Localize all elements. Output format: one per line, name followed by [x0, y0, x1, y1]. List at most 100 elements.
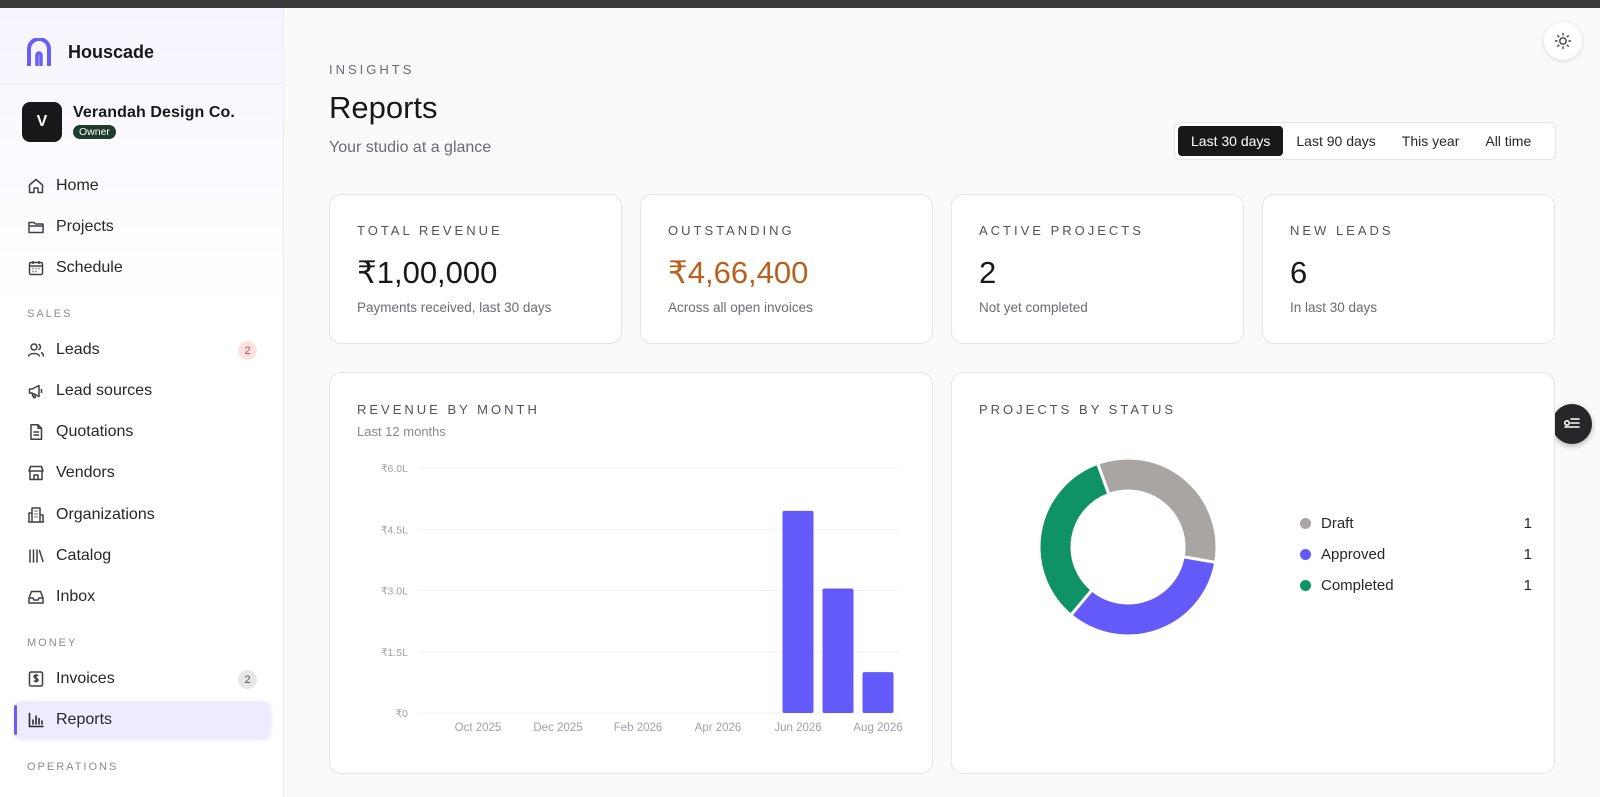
bar-aug-2026[interactable]: [862, 672, 894, 713]
sidebar-item-label: Reports: [56, 711, 113, 728]
kpi-value: 2: [979, 255, 997, 290]
legend-swatch: [1300, 548, 1311, 560]
sidebar-item-lead-sources[interactable]: Lead sources: [14, 372, 271, 410]
page-title: Reports: [329, 90, 438, 125]
sidebar-item-invoices[interactable]: Invoices 2: [14, 660, 271, 698]
date-range-selector: Last 30 days Last 90 days This year All …: [1174, 122, 1556, 160]
home-icon: [26, 176, 46, 196]
legend-swatch: [1300, 579, 1311, 591]
kpi-card-new-leads: NEW LEADS 6 In last 30 days: [1262, 194, 1555, 344]
section-label-operations: OPERATIONS: [27, 761, 119, 773]
y-tick-label: ₹3.0L: [381, 586, 408, 598]
panel-title: REVENUE BY MONTH: [357, 402, 540, 417]
megaphone-icon: [26, 381, 46, 401]
projects-by-status-panel: PROJECTS BY STATUS Draft 1 Approved 1 Comple…: [951, 372, 1555, 774]
sidebar-item-label: Inbox: [56, 588, 96, 605]
slice-draft[interactable]: [1095, 456, 1219, 565]
brand-name: Houscade: [68, 41, 155, 62]
sidebar-item-inbox[interactable]: Inbox: [14, 578, 271, 616]
sidebar-item-home[interactable]: Home: [14, 167, 271, 205]
section-label-sales: SALES: [27, 308, 73, 320]
kpi-note: Not yet completed: [979, 300, 1088, 315]
count-badge: 2: [238, 670, 257, 689]
sidebar-item-organizations[interactable]: Organizations: [14, 496, 271, 534]
sidebar-item-label: Quotations: [56, 423, 134, 440]
org-avatar: V: [22, 102, 62, 142]
window-top-bar: [0, 0, 1600, 8]
panel-subtitle: Last 12 months: [357, 424, 446, 439]
y-tick-label: ₹6.0L: [381, 463, 408, 475]
kpi-value: 6: [1290, 255, 1308, 290]
bar-jul-2026[interactable]: [822, 588, 854, 713]
theme-toggle-button[interactable]: [1544, 22, 1582, 60]
sun-icon: [1554, 32, 1572, 50]
page-eyebrow: INSIGHTS: [329, 62, 415, 77]
y-tick-label: ₹1.5L: [381, 647, 408, 659]
sidebar-item-label: Organizations: [56, 506, 155, 523]
kpi-card-outstanding: OUTSTANDING ₹4,66,400 Across all open in…: [640, 194, 933, 344]
range-option-last-30-days[interactable]: Last 30 days: [1178, 126, 1284, 156]
sidebar-item-label: Projects: [56, 218, 114, 235]
kpi-card-total-revenue: TOTAL REVENUE ₹1,00,000 Payments receive…: [329, 194, 622, 344]
revenue-bar-chart: ₹0 ₹1.5L ₹3.0L ₹4.5L ₹6.0L Oct 2025 Dec 2025 Fe…: [381, 463, 903, 734]
kpi-note: In last 30 days: [1290, 300, 1378, 315]
sidebar: Houscade V Verandah Design Co. Owner Hom…: [0, 8, 284, 797]
sidebar-item-leads[interactable]: Leads 2: [14, 331, 271, 369]
brand-logo-icon: [27, 38, 51, 66]
kpi-value: ₹4,66,400: [668, 255, 809, 290]
sidebar-item-label: Leads: [56, 341, 100, 358]
sidebar-item-schedule[interactable]: Schedule: [14, 249, 271, 287]
y-tick-label: ₹4.5L: [381, 524, 408, 536]
slice-completed[interactable]: [1037, 461, 1111, 618]
store-icon: [26, 463, 46, 483]
kpi-label: TOTAL REVENUE: [357, 223, 503, 238]
slice-approved[interactable]: [1068, 554, 1218, 638]
legend-item-approved[interactable]: Approved 1: [1300, 543, 1532, 565]
legend-label: Approved: [1321, 545, 1386, 563]
sidebar-item-quotations[interactable]: Quotations: [14, 413, 271, 451]
sidebar-item-label: Lead sources: [56, 382, 153, 399]
kpi-label: OUTSTANDING: [668, 223, 795, 238]
legend-label: Draft: [1321, 514, 1354, 532]
sidebar-item-label: Catalog: [56, 547, 112, 564]
range-option-all-time[interactable]: All time: [1485, 133, 1532, 149]
legend-count: 1: [1523, 545, 1532, 563]
section-label-money: MONEY: [27, 637, 78, 649]
count-badge: 2: [238, 341, 257, 360]
organization-switcher[interactable]: V Verandah Design Co. Owner: [22, 102, 235, 142]
panel-title: PROJECTS BY STATUS: [979, 402, 1177, 417]
x-tick-label: Dec 2025: [533, 722, 582, 734]
legend-item-draft[interactable]: Draft 1: [1300, 512, 1532, 534]
kpi-card-active-projects: ACTIVE PROJECTS 2 Not yet completed: [951, 194, 1244, 344]
sidebar-item-label: Schedule: [56, 259, 123, 276]
bar-jun-2026[interactable]: [782, 510, 814, 713]
legend-item-completed[interactable]: Completed 1: [1300, 574, 1532, 596]
menu-toggle-button[interactable]: [1552, 404, 1592, 444]
calendar-icon: [26, 258, 46, 278]
brand[interactable]: Houscade: [26, 38, 154, 66]
revenue-by-month-panel: REVENUE BY MONTH Last 12 months ₹0 ₹1.5L ₹…: [329, 372, 933, 774]
library-icon: [26, 546, 46, 566]
kpi-label: NEW LEADS: [1290, 223, 1394, 238]
x-tick-label: Aug 2026: [853, 722, 902, 734]
sidebar-item-catalog[interactable]: Catalog: [14, 537, 271, 575]
inbox-icon: [26, 587, 46, 607]
kpi-label: ACTIVE PROJECTS: [979, 223, 1144, 238]
role-badge: Owner: [73, 125, 116, 139]
menu-toggle-icon: [1563, 418, 1580, 428]
legend-label: Completed: [1321, 576, 1394, 594]
range-option-this-year[interactable]: This year: [1401, 133, 1460, 149]
invoice-icon: [26, 669, 46, 689]
legend-swatch: [1300, 517, 1311, 529]
document-icon: [26, 422, 46, 442]
sidebar-item-reports[interactable]: Reports: [14, 701, 271, 739]
sidebar-item-label: Invoices: [56, 670, 115, 687]
range-option-last-90-days[interactable]: Last 90 days: [1296, 133, 1376, 149]
sidebar-item-vendors[interactable]: Vendors: [14, 454, 271, 492]
building-icon: [26, 505, 46, 525]
sidebar-item-label: Vendors: [56, 464, 115, 481]
x-tick-label: Apr 2026: [695, 722, 742, 734]
bar-chart-icon: [26, 710, 46, 730]
sidebar-item-projects[interactable]: Projects: [14, 208, 271, 246]
folder-icon: [26, 217, 46, 237]
